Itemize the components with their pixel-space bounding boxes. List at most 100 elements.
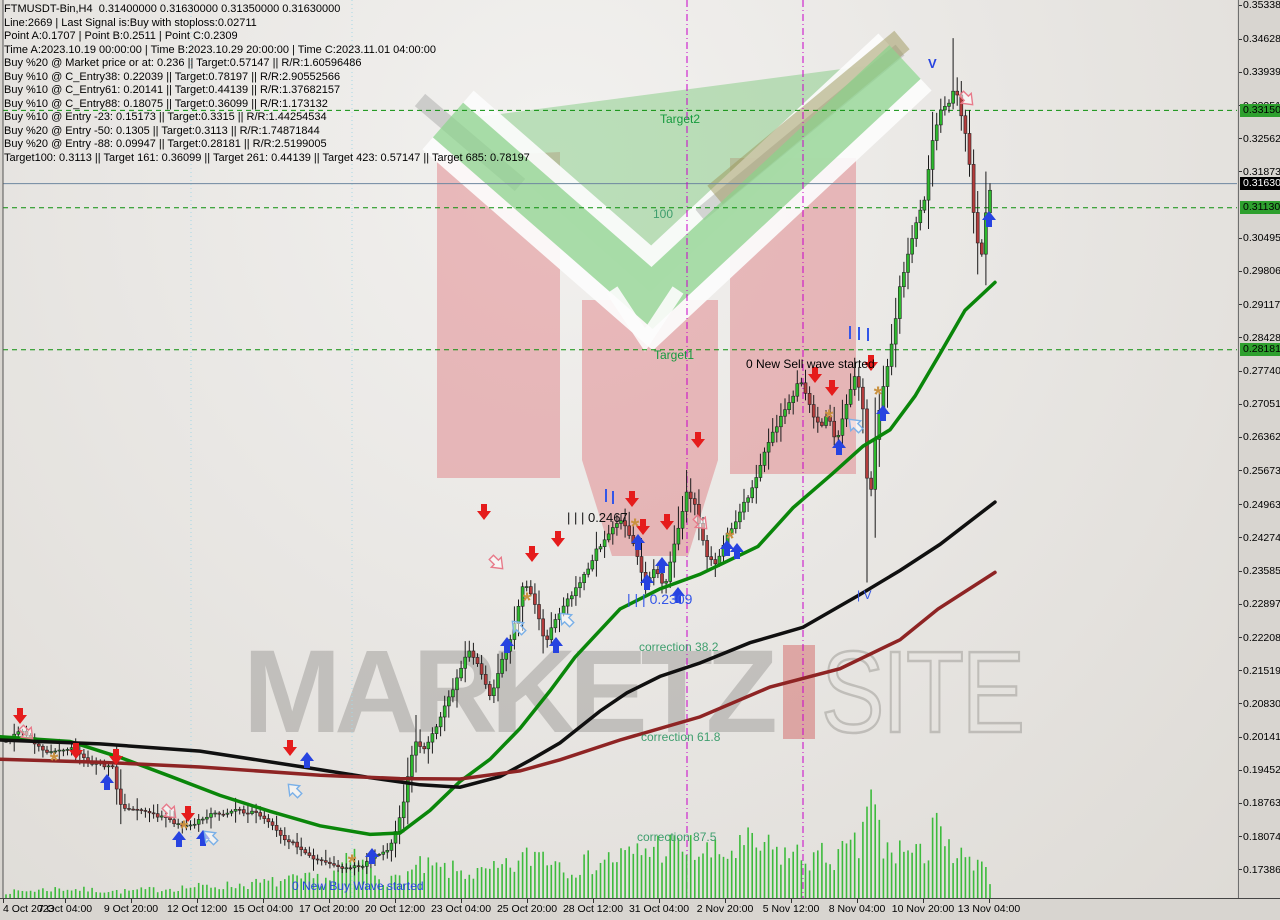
price-axis[interactable]: 0.353380.346280.339390.332510.325620.318… <box>1238 0 1280 909</box>
price-label: 0.25673 <box>1243 464 1280 477</box>
price-tick <box>1239 670 1242 672</box>
time-label: 4 Oct 2023 <box>3 903 55 915</box>
buy-arrow-icon <box>365 848 379 864</box>
buy-arrow-icon <box>500 637 514 653</box>
time-label: 28 Oct 12:00 <box>562 903 624 915</box>
buy-arrow-icon <box>720 540 734 556</box>
annotation-label: V <box>928 56 937 71</box>
annotation-label: correction 87.5 <box>637 830 717 844</box>
info-line-6: Buy %10 @ C_Entry61: 0.20141 || Target:0… <box>4 84 341 96</box>
watermark-brand-right: SITE <box>820 627 1026 757</box>
price-label: 0.22897 <box>1243 598 1280 611</box>
star-icon: * <box>50 748 59 773</box>
price-label: 0.29117 <box>1243 298 1280 311</box>
hollow-sell-arrow-icon <box>18 724 34 740</box>
sell-arrow-icon <box>525 546 539 562</box>
time-tick <box>461 899 462 903</box>
time-label: 20 Oct 12:00 <box>364 903 426 915</box>
time-label: 10 Nov 20:00 <box>891 903 955 915</box>
buy-arrow-icon <box>730 543 744 559</box>
time-axis[interactable]: 4 Oct 2023 7 Oct 04:00 9 Oct 20:00 12 Oct 1… <box>0 898 1280 920</box>
sell-arrow-icon <box>625 491 639 507</box>
price-highlight-label: 0.31630 <box>1240 177 1280 191</box>
hollow-buy-arrow-icon <box>287 783 303 799</box>
time-tick <box>131 899 132 903</box>
hollow-sell-arrow-icon <box>488 554 504 570</box>
signal-markers: * * * * * * * * <box>13 90 996 875</box>
mid-ma <box>0 500 997 789</box>
time-tick <box>395 899 396 903</box>
sell-arrow-icon <box>551 531 565 547</box>
price-tick <box>1239 537 1242 539</box>
price-label: 0.17386 <box>1243 863 1280 876</box>
time-tick <box>593 899 594 903</box>
hollow-sell-arrow-icon <box>161 803 177 819</box>
time-label: 15 Oct 04:00 <box>232 903 294 915</box>
sell-arrow-icon <box>691 432 705 448</box>
sell-arrow-icon <box>636 519 650 535</box>
price-label: 0.20830 <box>1243 697 1280 710</box>
price-label: 0.33939 <box>1243 66 1280 79</box>
sell-arrow-icon <box>477 504 491 520</box>
star-icon: * <box>726 526 735 551</box>
info-line-3: Time A:2023.10.19 00:00:00 | Time B:2023… <box>4 43 436 56</box>
annotation-label: correction 61.8 <box>641 730 721 744</box>
star-icon: * <box>348 850 357 875</box>
fast-ma <box>0 280 997 837</box>
price-label: 0.22208 <box>1243 631 1280 644</box>
price-label: 0.18763 <box>1243 797 1280 810</box>
sell-arrow-icon <box>13 708 27 724</box>
price-tick <box>1239 304 1242 306</box>
sell-arrow-icon <box>283 740 297 756</box>
info-line-1: Line:2669 | Last Signal is:Buy with stop… <box>4 16 257 29</box>
annotation-label: | V <box>857 588 872 602</box>
sell-arrow-icon <box>864 355 878 371</box>
price-tick <box>1239 703 1242 705</box>
sell-arrow-icon <box>69 743 83 759</box>
buy-arrow-icon <box>876 405 890 421</box>
price-tick <box>1239 337 1242 339</box>
price-tick <box>1239 403 1242 405</box>
sell-arrow-icon <box>660 514 674 530</box>
hollow-buy-arrow-icon <box>511 620 527 636</box>
info-line-0: FTMUSDT-Bin,H4 0.31400000 0.31630000 0.3… <box>4 3 341 15</box>
time-label: 8 Nov 04:00 <box>828 903 886 915</box>
annotation-label: correction 38.2 <box>639 640 719 654</box>
level-lines <box>3 109 1237 351</box>
annotation-label: Target1 <box>654 348 695 362</box>
time-label: 31 Oct 04:00 <box>628 903 690 915</box>
star-icon: * <box>631 514 640 539</box>
buy-arrow-icon <box>549 637 563 653</box>
price-tick <box>1239 802 1242 804</box>
buy-arrow-icon <box>655 557 669 573</box>
price-tick <box>1239 270 1242 272</box>
time-tick <box>923 899 924 903</box>
price-tick <box>1239 38 1242 40</box>
buy-arrow-icon <box>982 211 996 227</box>
time-label: 25 Oct 20:00 <box>496 903 558 915</box>
time-tick <box>197 899 198 903</box>
time-tick <box>65 899 66 903</box>
time-label: 13 Nov 04:00 <box>957 903 1021 915</box>
time-label: 2 Nov 20:00 <box>696 903 754 915</box>
buy-arrow-icon <box>832 439 846 455</box>
price-label: 0.27740 <box>1243 365 1280 378</box>
price-label: 0.24963 <box>1243 498 1280 511</box>
time-tick <box>527 899 528 903</box>
annotation-label: | | | 0.2467 <box>567 510 628 525</box>
price-tick <box>1239 736 1242 738</box>
price-tick <box>1239 370 1242 372</box>
sell-arrow-icon <box>109 749 123 765</box>
price-tick <box>1239 71 1242 73</box>
time-tick <box>263 899 264 903</box>
price-label: 0.28428 <box>1243 331 1280 344</box>
price-label: 0.21519 <box>1243 664 1280 677</box>
hollow-sell-arrow-icon <box>692 514 708 530</box>
buy-arrow-icon <box>172 831 186 847</box>
info-line-9: Buy %20 @ Entry -50: 0.1305 || Target:0.… <box>4 124 320 137</box>
price-label: 0.34628 <box>1243 33 1280 46</box>
info-line-4: Buy %20 @ Market price or at: 0.236 || T… <box>4 57 362 69</box>
annotation-label: Target2 <box>660 112 701 126</box>
time-label: 12 Oct 12:00 <box>166 903 228 915</box>
